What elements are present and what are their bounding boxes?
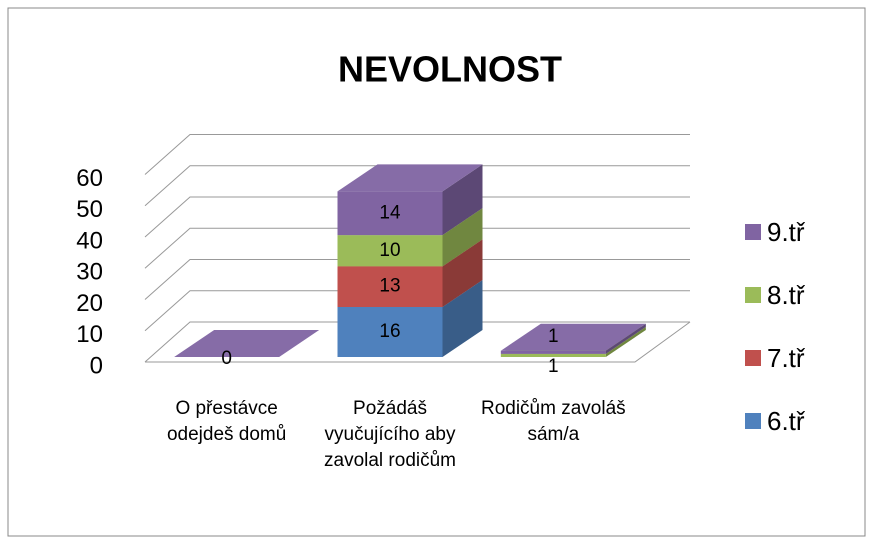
data-label: 14 [379, 202, 401, 223]
bar-top [337, 164, 483, 192]
legend-label: 9.tř [767, 217, 806, 247]
bar-side [605, 323, 646, 354]
legend-swatch [745, 413, 761, 429]
bar-side [442, 164, 483, 236]
y-tick-label: 60 [76, 165, 103, 192]
x-tick-label: O přestávce odejdeš domů [166, 398, 287, 445]
bar-side [605, 326, 646, 357]
legend-label: 7.tř [767, 343, 806, 373]
bar [500, 353, 606, 357]
legend-label: 6.tř [767, 406, 806, 436]
bar-side [442, 208, 483, 267]
grid-line [144, 227, 690, 269]
bar [337, 191, 443, 236]
legend-swatch [745, 287, 761, 303]
grid-line [144, 259, 690, 300]
data-label: 1 [548, 356, 559, 377]
bar-top [500, 323, 646, 351]
x-tick-label: Požádáš vyučujícího aby zavolal rodičům [324, 398, 456, 471]
data-label: 16 [379, 321, 400, 342]
data-label: 0 [221, 348, 232, 369]
bar [337, 266, 443, 307]
bar [337, 235, 443, 267]
data-label: 10 [379, 240, 400, 261]
data-label: 1 [548, 326, 559, 347]
x-tick-label: Rodičům zavoláš sám/a [480, 398, 626, 445]
y-tick-label: 0 [90, 352, 103, 379]
data-label: 13 [379, 276, 400, 297]
bar-top [174, 330, 320, 357]
legend-label: 8.tř [767, 280, 806, 310]
legend-swatch [745, 350, 761, 366]
grid-line [144, 321, 690, 363]
y-tick-label: 50 [76, 196, 103, 223]
bar [337, 307, 443, 357]
y-tick-label: 30 [76, 259, 103, 286]
grid-line [144, 134, 690, 175]
y-tick-label: 20 [76, 290, 103, 317]
y-tick-label: 40 [76, 227, 103, 254]
axis-floor [145, 321, 691, 363]
grid-line [144, 290, 690, 332]
bar [500, 350, 606, 354]
bar-side [442, 239, 483, 307]
y-tick-label: 10 [76, 321, 103, 348]
chart-title: NEVOLNOST [338, 49, 562, 90]
grid-line [144, 165, 690, 207]
legend-swatch [745, 224, 761, 240]
grid-line [144, 196, 690, 238]
bar-side [442, 280, 483, 357]
